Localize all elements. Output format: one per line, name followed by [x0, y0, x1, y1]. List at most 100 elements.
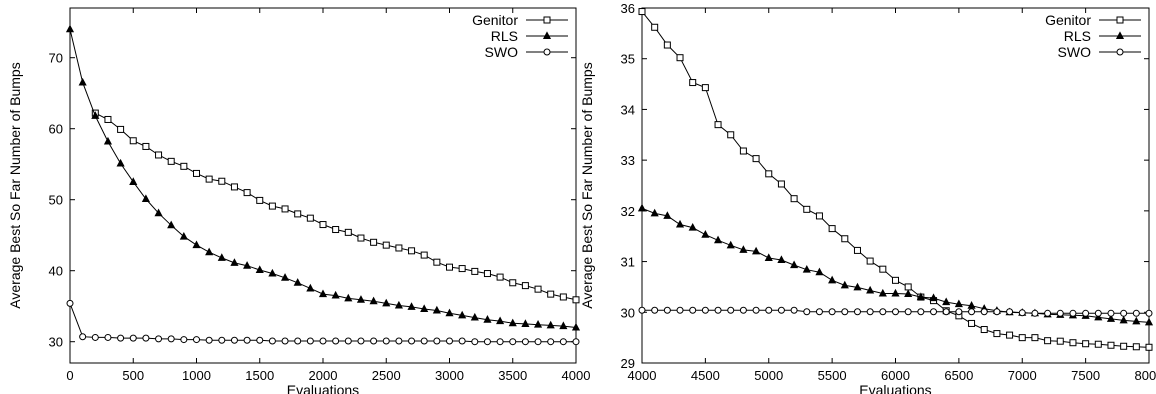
data-point [714, 306, 722, 314]
data-point [332, 226, 340, 234]
legend-label: Genitor [1045, 12, 1091, 28]
data-point [840, 280, 849, 289]
y-tick-label: 35 [621, 52, 635, 67]
data-point [815, 212, 823, 220]
data-point [382, 337, 390, 345]
data-point [1132, 343, 1140, 351]
data-point [879, 308, 887, 316]
data-point [230, 336, 238, 344]
y-axis-title: Average Best So Far Number of Bumps [579, 62, 595, 308]
data-point [521, 338, 529, 346]
data-point [1082, 309, 1090, 317]
data-point [306, 283, 315, 292]
data-point [104, 333, 112, 341]
data-point [193, 169, 200, 177]
data-point [256, 196, 264, 204]
data-point [1056, 337, 1064, 345]
data-point [853, 246, 861, 254]
data-point [559, 321, 568, 330]
data-point [1018, 334, 1026, 342]
x-tick-label: 4500 [691, 368, 720, 383]
data-point [192, 240, 201, 249]
x-tick-label: 4000 [628, 368, 657, 383]
data-point [167, 220, 176, 229]
series-line [641, 11, 1150, 348]
x-tick-label: 3000 [435, 368, 464, 383]
data-point [980, 326, 988, 334]
x-tick-label: 5000 [754, 368, 783, 383]
data-point [1044, 337, 1052, 345]
data-point [815, 308, 823, 316]
data-point [1119, 315, 1128, 324]
data-point [1120, 342, 1128, 350]
plot-frame [69, 7, 577, 364]
data-point [879, 265, 887, 273]
data-point [828, 275, 837, 284]
data-point [458, 310, 467, 319]
x-tick-label: 6000 [881, 368, 910, 383]
data-point [929, 293, 938, 302]
data-point [344, 293, 353, 302]
data-point [828, 225, 836, 233]
data-point [91, 333, 99, 341]
data-point [663, 211, 672, 219]
data-point [764, 253, 773, 262]
data-point [458, 337, 466, 345]
data-point [306, 337, 314, 345]
data-point [155, 335, 163, 343]
data-point [496, 316, 505, 325]
data-point [980, 308, 988, 316]
y-tick-label: 70 [49, 51, 63, 66]
legend-marker [1116, 48, 1124, 56]
data-point [117, 125, 125, 133]
data-point [534, 338, 542, 346]
data-point [218, 177, 226, 185]
data-point [445, 308, 454, 317]
data-point [637, 203, 647, 212]
data-point [752, 246, 761, 255]
data-point [408, 337, 416, 345]
data-point [331, 290, 340, 299]
data-point [104, 115, 112, 123]
data-point [281, 205, 289, 213]
data-point [268, 337, 276, 345]
data-point [559, 338, 567, 346]
data-point [129, 334, 137, 342]
data-point [357, 234, 365, 242]
data-point [701, 230, 710, 238]
data-point [306, 214, 314, 222]
data-point [446, 337, 453, 345]
data-point [78, 77, 87, 86]
x-axis-title: Evaluations [859, 382, 931, 394]
data-point [866, 285, 875, 294]
data-point [432, 305, 441, 314]
data-point [509, 338, 517, 346]
data-point [433, 258, 441, 266]
legend-marker [542, 31, 552, 39]
data-point [395, 337, 403, 345]
data-point [293, 278, 302, 286]
data-point [777, 255, 786, 264]
data-point [777, 180, 785, 188]
data-point [155, 151, 163, 159]
x-tick-label: 2000 [309, 368, 338, 383]
data-point [1006, 331, 1014, 339]
data-point [508, 318, 517, 327]
data-point [638, 306, 646, 314]
data-point [230, 258, 239, 266]
data-point [790, 195, 798, 203]
data-point [268, 268, 277, 277]
y-tick-label: 29 [621, 356, 635, 371]
data-point [571, 322, 581, 331]
data-point [483, 315, 492, 323]
data-point [1044, 309, 1052, 317]
data-point [294, 337, 302, 345]
data-point [256, 336, 264, 344]
data-point [180, 336, 188, 344]
data-point [904, 308, 912, 316]
data-point [853, 308, 861, 316]
data-point [993, 308, 1001, 316]
data-point [205, 247, 214, 256]
data-point [205, 175, 213, 183]
y-tick-label: 36 [621, 1, 635, 16]
